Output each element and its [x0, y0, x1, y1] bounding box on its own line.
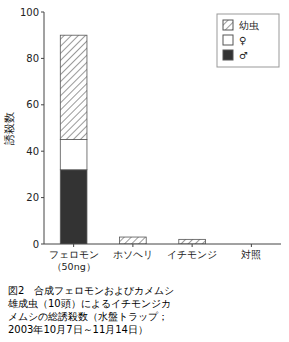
y-tick	[41, 244, 44, 245]
x-tick-label-line: （50ng）	[52, 261, 96, 272]
y-tick-label: 20	[26, 192, 39, 203]
legend-label: ♀	[239, 35, 246, 46]
caption-line: メムシの総誘殺数（水盤トラップ；	[8, 311, 168, 322]
y-tick-label: 0	[33, 239, 39, 250]
y-tick-label: 40	[26, 146, 39, 157]
caption-line: 2003年10月7日～11月14日）	[8, 324, 148, 335]
x-tick	[73, 244, 74, 247]
caption-line: 雄成虫（10頭）によるイチモンジカ	[7, 298, 171, 309]
legend: 幼虫 ♀ ♂	[217, 14, 279, 67]
y-tick	[41, 151, 44, 152]
bar-segment	[60, 140, 87, 170]
x-tick-label-line: イチモンジ	[167, 249, 217, 260]
bar-segment	[120, 237, 147, 244]
x-tick	[132, 244, 133, 247]
x-axis	[44, 244, 281, 245]
y-axis-label: 誘殺数	[3, 112, 16, 145]
legend-frame	[217, 14, 279, 67]
legend-swatch	[223, 50, 233, 60]
y-tick	[41, 104, 44, 105]
chart: 0 20 40 60 80 100 フェロモン（50ng） ホソヘリ イチモンジ 対照 誘殺数 幼虫 ♀…	[0, 0, 289, 342]
legend-label: 幼虫	[239, 20, 259, 31]
x-tick-label: イチモンジ	[167, 249, 217, 260]
x-tick	[192, 244, 193, 247]
y-tick	[41, 12, 44, 13]
x-tick-label-line: フェロモン	[49, 249, 99, 260]
legend-label: ♂	[239, 50, 248, 61]
y-tick	[41, 197, 44, 198]
x-tick-label: ホソヘリ	[113, 249, 153, 260]
x-tick-label-line: ホソヘリ	[113, 249, 153, 260]
bars	[60, 35, 205, 244]
y-tick-label: 100	[20, 7, 39, 18]
bar-segment	[179, 239, 206, 244]
legend-swatch	[223, 35, 233, 45]
y-tick	[41, 58, 44, 59]
caption-line: 図2 合成フェロモンおよびカメムシ	[8, 285, 174, 296]
bar-segment	[60, 35, 87, 139]
x-tick-label: フェロモン（50ng）	[49, 249, 99, 272]
x-tick-label: 対照	[241, 249, 261, 260]
legend-swatch	[223, 20, 233, 30]
y-axis	[44, 12, 45, 244]
bar-segment	[60, 170, 87, 244]
y-tick-label: 80	[26, 53, 39, 64]
y-tick-label: 60	[26, 99, 39, 110]
x-tick-label-line: 対照	[241, 249, 261, 260]
x-tick	[251, 244, 252, 247]
